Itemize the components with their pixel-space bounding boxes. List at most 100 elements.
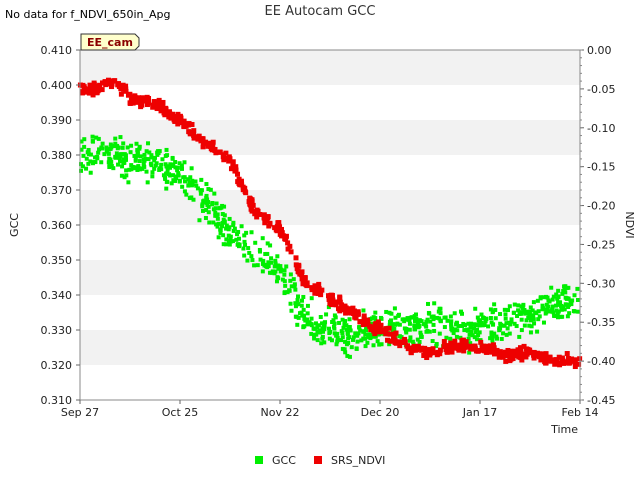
gcc-point [371,343,376,348]
gcc-point [268,243,273,248]
gcc-point [224,226,229,231]
gcc-point [564,285,569,290]
ndvi-point [483,349,489,355]
gcc-point [550,297,555,302]
gcc-point [236,229,241,234]
gcc-point [138,167,143,172]
gcc-point [90,134,95,139]
ndvi-point [448,340,454,346]
ndvi-point [329,295,335,301]
gcc-point [120,152,125,157]
gcc-point [509,319,514,324]
gcc-point [309,296,314,301]
gcc-point [107,165,112,170]
ndvi-point [121,86,127,92]
gcc-point [299,303,304,308]
gcc-point [472,335,477,340]
ndvi-point [350,305,356,311]
gcc-point [275,263,280,268]
ndvi-point [280,233,286,239]
gcc-point [156,151,161,156]
gcc-point [458,309,463,314]
ndvi-point [488,347,494,353]
gcc-point [118,159,123,164]
gcc-point [221,242,226,247]
ndvi-point [484,345,490,351]
ndvi-point [468,346,474,352]
ndvi-point [156,97,162,103]
gcc-point [536,317,541,322]
gcc-point [481,316,486,321]
gcc-point [551,310,556,315]
gcc-point [226,233,231,238]
gcc-point [479,312,484,317]
ndvi-point [156,100,162,106]
gcc-point [153,163,158,168]
gcc-point [531,317,536,322]
gcc-point [535,298,540,303]
gcc-point [318,315,323,320]
ndvi-point [351,310,357,316]
gcc-point [512,321,517,326]
gcc-point [528,330,533,335]
ndvi-point [373,321,379,327]
gcc-point [567,311,572,316]
ndvi-point [235,171,241,177]
gcc-point [477,318,482,323]
gcc-point [319,321,324,326]
gcc-point [340,346,345,351]
ndvi-point [379,329,385,335]
gcc-point [137,144,142,149]
ndvi-point [198,138,204,144]
ndvi-point [228,166,234,172]
ndvi-point [377,324,383,330]
gcc-point [187,196,192,201]
ndvi-point [365,317,371,323]
ndvi-point [188,130,194,136]
gcc-point [404,317,409,322]
ndvi-point [339,302,345,308]
gcc-point [293,314,298,319]
gcc-point [176,173,181,178]
gcc-point [163,176,168,181]
ndvi-point [240,184,246,190]
gcc-point [220,212,225,217]
ndvi-point [123,83,129,89]
gcc-point [356,331,361,336]
y-tick-label: 0.380 [41,149,73,162]
y-tick-label: 0.310 [41,394,73,407]
gcc-point [392,306,397,311]
gcc-point [503,316,508,321]
gcc-point [492,302,497,307]
gcc-point [282,268,287,273]
ndvi-point [461,348,467,354]
gcc-point [475,315,480,320]
y-axis-label: GCC [8,213,21,237]
gcc-point [407,321,412,326]
gcc-point [364,325,369,330]
gcc-point [497,326,502,331]
gcc-point [164,179,169,184]
gcc-point [279,267,284,272]
gcc-point [96,150,101,155]
gcc-point [168,162,173,167]
ndvi-point [230,160,236,166]
y2-tick-label: -0.15 [587,161,615,174]
gcc-point [559,307,564,312]
gcc-point [340,317,345,322]
gcc-point [144,149,149,154]
gcc-point [146,157,151,162]
gcc-point [270,269,275,274]
ndvi-point [300,281,306,287]
gcc-point [79,147,84,152]
gcc-point [94,135,99,140]
gcc-point [129,167,134,172]
gcc-point [100,141,105,146]
gcc-point [182,175,187,180]
gcc-point [242,239,247,244]
gcc-point [564,296,569,301]
gcc-point [544,310,549,315]
ndvi-point [543,360,549,366]
gcc-point [364,328,369,333]
gcc-point [180,184,185,189]
